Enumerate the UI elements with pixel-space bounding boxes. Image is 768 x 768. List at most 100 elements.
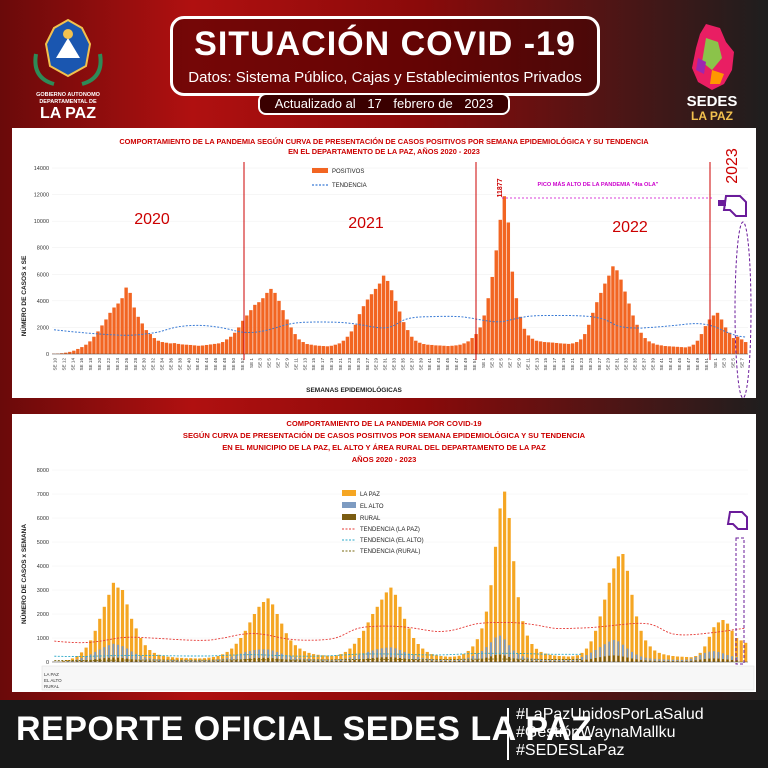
chart2-bar-rural [658, 660, 661, 662]
chart2-bar-rural [126, 658, 129, 662]
chart1-xtick-label: SE 38 [177, 358, 182, 371]
chart2-bar-lapaz [680, 656, 684, 662]
chart2-bar-elalto [562, 659, 565, 662]
chart1-bar [96, 331, 100, 354]
chart1-bar [434, 345, 438, 354]
chart1-bar [116, 303, 120, 354]
chart2-bar-elalto [658, 659, 661, 662]
chart2-bar-elalto [121, 646, 124, 662]
chart2-bar-rural [80, 660, 83, 662]
footer-divider [507, 708, 509, 760]
chart1-bar [731, 338, 736, 354]
chart1-bar [615, 270, 619, 354]
chart1-bar [647, 341, 651, 354]
chart1-xlabel: SEMANAS EPIDEMIOLÓGICAS [306, 385, 402, 394]
peak-annotation: PICO MÁS ALTO DE LA PANDEMIA "4ta OLA" [538, 181, 659, 188]
chart1-bar [414, 340, 418, 354]
chart2-bar-rural [312, 660, 315, 662]
chart2-bar-elalto [207, 660, 210, 662]
chart1-bar [301, 342, 305, 354]
chart2-bar-rural [321, 660, 324, 662]
chart1-bar [711, 315, 716, 354]
chart2-bar-rural [708, 658, 711, 662]
legend-positivos-label: POSITIVOS [332, 169, 364, 175]
chart2-bar-lapaz [466, 650, 470, 662]
chart1-bar [651, 343, 655, 354]
chart2-bar-rural [212, 661, 215, 662]
updated-date: Actualizado al 17 febrero de 2023 [258, 93, 510, 115]
chart2-bar-elalto [721, 653, 725, 662]
chart2-bar-lapaz [79, 652, 84, 662]
chart1-xtick-label: SE 15 [311, 358, 316, 371]
chart2-bar-lapaz [489, 585, 493, 662]
chart1-bar [498, 219, 502, 354]
chart2-bar-elalto [344, 658, 347, 662]
legend-positivos-swatch [312, 168, 328, 173]
chart1-bar [703, 326, 708, 354]
footer: REPORTE OFICIAL SEDES LA PAZ #LaPazUnido… [0, 700, 768, 768]
chart2-bar-elalto [621, 644, 624, 662]
chart2-bar-lapaz [271, 604, 275, 662]
chart2-bar-elalto [671, 659, 674, 662]
chart2-bar-rural [89, 659, 92, 662]
chart2-bar-rural [417, 659, 420, 662]
chart2-bar-elalto [271, 650, 274, 662]
chart2-bar-lapaz [402, 618, 407, 662]
chart2-bar-elalto [339, 659, 342, 662]
chart1-xtick-label: SE 3 [722, 358, 727, 368]
chart2-bar-elalto [503, 639, 506, 662]
chart1-bar [180, 344, 185, 354]
chart2-bar-elalto [326, 659, 329, 662]
chart1-xtick-label: SE 28 [133, 358, 138, 371]
chart2-bar-lapaz [220, 654, 225, 662]
chart1-bar [462, 343, 466, 354]
municipal-chart: COMPORTAMIENTO DE LA PANDEMIA POR COVID-… [19, 419, 755, 691]
chart2-bar-rural [662, 661, 665, 662]
chart2-bar-elalto [649, 658, 652, 662]
chart2-bar-elalto [480, 650, 483, 662]
chart2-bar-lapaz [493, 546, 498, 662]
chart1-xtick-label: SE 45 [445, 358, 450, 371]
chart1-bar [124, 287, 128, 354]
chart2-bar-elalto [380, 648, 383, 662]
hashtags: #LaPazUnidosPorLaSalud #GestiónWaynaMall… [516, 706, 704, 760]
chart1-ytick-label: 8000 [37, 246, 49, 252]
chart2-bar-elalto [289, 656, 292, 662]
chart2-bar-rural [494, 655, 497, 662]
chart1-xtick-label: SE 7 [276, 358, 281, 368]
chart1-bar [365, 299, 370, 354]
chart2-bar-lapaz [98, 618, 102, 662]
chart1-xtick-label: SE 3 [490, 358, 495, 368]
chart1-xtick-label: SE 3 [258, 358, 263, 368]
chart1-xtick-label: SE 21 [570, 358, 575, 371]
chart2-bar-lapaz [644, 640, 648, 662]
chart1-bar [715, 312, 720, 354]
chart1-xtick-label: SE 47 [454, 358, 459, 371]
chart1-bar [313, 345, 317, 354]
chart2-bar-rural [599, 657, 602, 662]
chart2-bar-elalto [239, 653, 242, 662]
chart1-xtick-label: SE 31 [615, 358, 620, 371]
hashtag-1: #LaPazUnidosPorLaSalud [516, 706, 704, 723]
header: GOBIERNO AUTONOMO DEPARTAMENTAL DE LA PA… [0, 0, 768, 128]
chart2-bar-rural [298, 660, 301, 662]
chart2-bar-rural [567, 661, 570, 662]
pointer-hand-icon-2 [726, 511, 748, 530]
chart2-bar-rural [576, 660, 579, 662]
chart2-bar-lapaz [716, 622, 721, 662]
chart1-bar [337, 343, 342, 354]
chart2-bar-elalto [467, 657, 470, 662]
chart2-bar-elalto [412, 655, 415, 662]
chart2-bar-elalto [539, 659, 543, 662]
chart1-bar [265, 292, 269, 354]
chart2-bar-rural [326, 661, 329, 662]
chart2-bar-lapaz [248, 622, 252, 662]
chart1-bar [591, 312, 595, 354]
chart-panel-department: COMPORTAMIENTO DE LA PANDEMIA SEGÚN CURV… [12, 128, 756, 399]
chart2-bar-rural [430, 660, 433, 662]
chart2-bar-elalto [217, 659, 220, 662]
chart2-bar-lapaz [93, 630, 97, 662]
legend-trend-elalto-label: TENDENCIA (EL ALTO) [360, 538, 424, 544]
chart2-bar-elalto [681, 659, 684, 662]
chart1-xtick-label: SE 19 [329, 358, 334, 371]
